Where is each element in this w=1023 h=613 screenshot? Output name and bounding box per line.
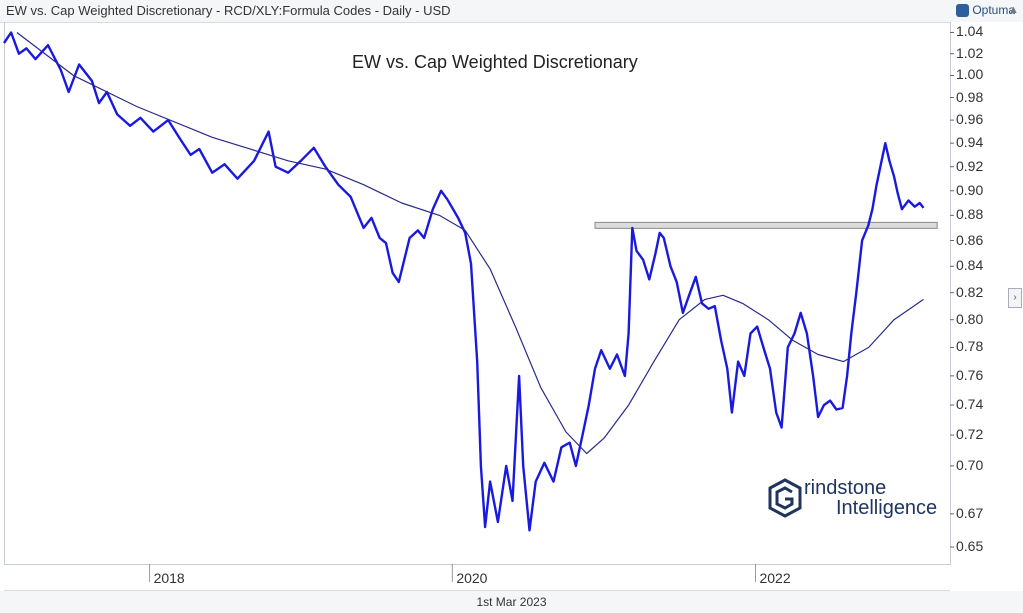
y-tick-label: 0.67: [956, 504, 984, 521]
grindstone-logo-icon: [768, 478, 802, 518]
optuma-brand-label: Optuma: [972, 3, 1015, 17]
watermark-line2: Intelligence: [836, 497, 938, 519]
watermark-line1: rindstone: [804, 477, 887, 499]
chart-header-title: EW vs. Cap Weighted Discretionary - RCD/…: [6, 3, 451, 18]
x-tick-label: 2022: [759, 570, 791, 586]
y-tick-label: 0.94: [956, 134, 984, 151]
y-tick-label: 0.80: [956, 310, 984, 327]
y-tick-label: 0.72: [956, 426, 984, 443]
y-tick-label: 0.98: [956, 88, 984, 105]
y-tick-label: 0.96: [956, 111, 984, 128]
x-axis[interactable]: 2018 2020 2022: [4, 564, 950, 591]
x-tick-label: 2020: [456, 570, 488, 586]
axis-collapse-handle[interactable]: ›: [1008, 288, 1022, 308]
y-tick-label: 0.74: [956, 396, 984, 413]
y-tick-label: 0.65: [956, 538, 984, 555]
y-tick-label: 0.86: [956, 231, 984, 248]
grindstone-watermark: rindstone Intelligence: [768, 478, 937, 518]
y-tick-label: 0.90: [956, 181, 984, 198]
y-tick-label: 0.88: [956, 206, 984, 223]
y-tick-label: 0.82: [956, 283, 984, 300]
plot-area[interactable]: [4, 22, 951, 565]
y-tick-label: 0.92: [956, 157, 984, 174]
axis-scroll-up-icon[interactable]: ▲: [1008, 4, 1019, 16]
y-tick-label: 0.70: [956, 456, 984, 473]
chart-header: EW vs. Cap Weighted Discretionary - RCD/…: [0, 0, 1023, 23]
y-tick-label: 0.76: [956, 366, 984, 383]
chart-footer: 1st Mar 2023: [0, 591, 1023, 613]
y-tick-label: 1.02: [956, 44, 984, 61]
moving-average-line[interactable]: [16, 32, 924, 455]
footer-date: 1st Mar 2023: [476, 595, 547, 609]
x-tick-label: 2018: [153, 570, 185, 586]
y-tick-label: 1.00: [956, 66, 984, 83]
optuma-logo-icon: [956, 3, 970, 17]
chart-title: EW vs. Cap Weighted Discretionary: [352, 52, 638, 72]
y-tick-label: 0.78: [956, 338, 984, 355]
optuma-brand[interactable]: Optuma: [956, 3, 1015, 17]
resistance-band[interactable]: [594, 221, 938, 229]
price-line[interactable]: [3, 31, 925, 532]
y-tick-label: 0.84: [956, 257, 984, 274]
y-tick-label: 1.04: [956, 23, 984, 40]
